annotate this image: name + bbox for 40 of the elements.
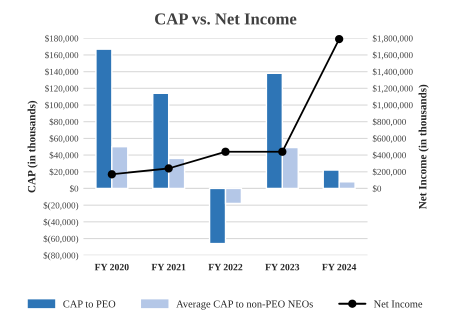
y2-tick-label: $1,000,000 [372,102,413,110]
y-tick-label: $20,000 [50,168,78,176]
y-tick-label: $60,000 [50,134,78,143]
y2-axis-title: Net Income (in thousands) [418,84,429,210]
y-axis-title: CAP (in thousands) [28,100,38,193]
point [221,148,230,156]
y2-tick-label: $200,000 [372,168,406,176]
legend-label: CAP to PEO [63,300,116,308]
y-tick-label: $100,000 [45,102,78,110]
chart-title: CAP vs. Net Income [155,13,296,25]
x-tick-label: FY 2024 [322,264,356,270]
y-tick-label: $(40,000) [44,218,78,228]
y2-tick-label: $400,000 [372,152,406,160]
y-tick-label: $(80,000) [44,252,78,260]
y-tick-label: $40,000 [50,152,78,160]
point [164,164,173,173]
y-tick-label: $80,000 [50,118,78,126]
y2-tick-label: $600,000 [372,134,406,143]
y2-tick-label: $1,400,000 [372,68,413,76]
point [108,170,116,178]
y2-tick-label: $800,000 [372,118,406,126]
y2-tick-label: $1,200,000 [372,84,413,93]
y-tick-label: $(60,000) [44,235,78,244]
x-tick-label: FY 2020 [94,264,129,270]
point [334,34,344,44]
y-tick-label: $140,000 [45,68,78,76]
y2-tick-label: $1,600,000 [372,52,413,60]
y-tick-label: $0 [70,185,78,192]
y2-tick-label: $0 [372,185,382,192]
legend-label: Average CAP to non-PEO NEOs [176,300,313,310]
y-tick-label: $160,000 [45,52,78,60]
y-tick-label: $120,000 [45,84,78,93]
x-tick-label: FY 2023 [265,264,300,270]
legend-label: Net Income [374,300,422,308]
point [278,148,286,156]
x-tick-label: FY 2022 [208,264,242,270]
y2-tick-label: $1,800,000 [372,34,413,43]
y-tick-label: $180,000 [45,34,78,43]
x-tick-label: FY 2021 [152,264,186,270]
y-tick-label: $(20,000) [44,202,78,210]
